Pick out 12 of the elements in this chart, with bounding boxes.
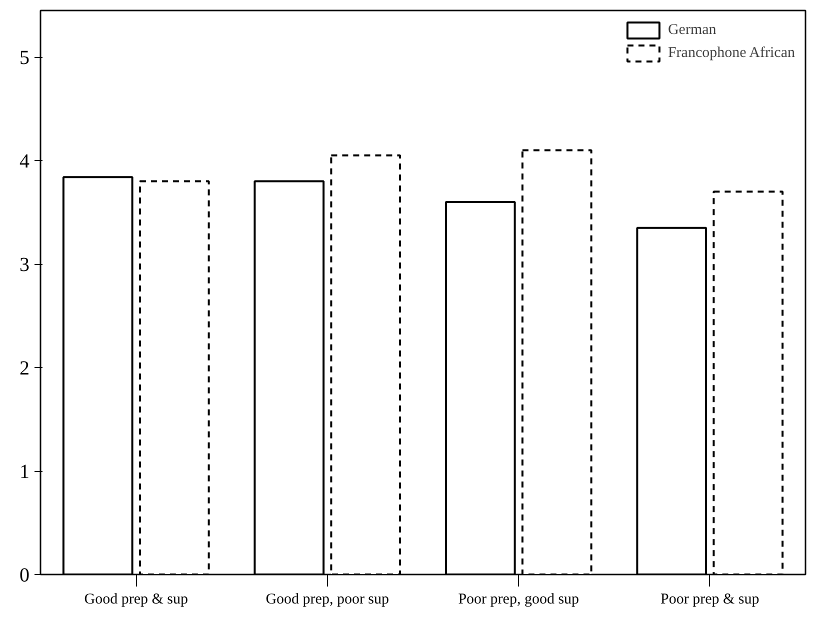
x-tick-label: Poor prep & sup — [660, 592, 760, 608]
y-tick-label: 5 — [20, 47, 30, 70]
legend-label: Francophone African — [668, 44, 795, 62]
x-tick-label: Poor prep, good sup — [458, 592, 580, 608]
x-tick-label: Good prep, poor sup — [266, 592, 390, 608]
y-tick-label: 1 — [20, 461, 30, 484]
y-tick-label: 4 — [20, 150, 30, 173]
y-tick-label: 3 — [20, 254, 30, 276]
y-tick-label: 0 — [20, 564, 30, 586]
x-tick-label: Good prep & sup — [84, 592, 188, 608]
y-tick-label: 2 — [20, 358, 30, 380]
legend-label: German — [668, 22, 716, 38]
